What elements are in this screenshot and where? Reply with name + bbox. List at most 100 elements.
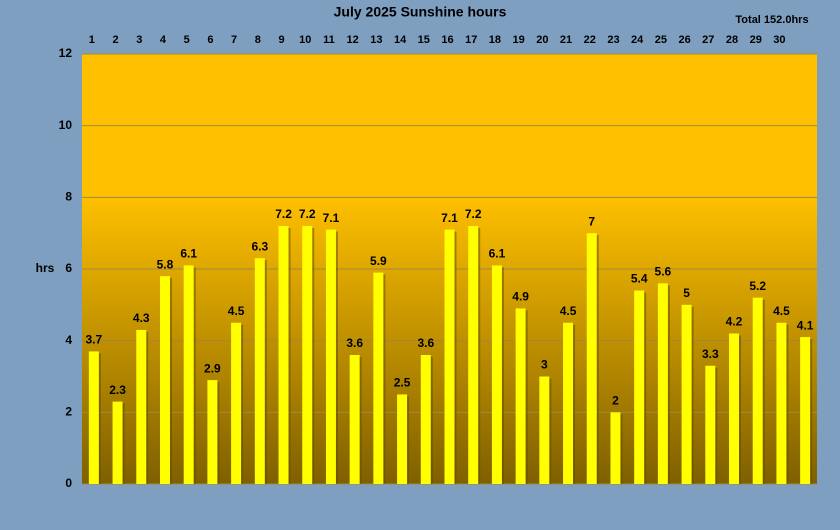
chart-title: July 2025 Sunshine hours [334, 4, 507, 20]
bar [349, 355, 360, 484]
x-tick-label: 8 [255, 34, 261, 46]
bar [397, 394, 408, 484]
value-label: 5.8 [157, 257, 174, 271]
x-tick-label: 18 [489, 34, 501, 46]
value-label: 2 [612, 394, 619, 408]
value-label: 3.6 [417, 336, 434, 350]
value-label: 7.2 [275, 207, 292, 221]
x-tick-label: 17 [465, 34, 477, 46]
x-tick-label: 11 [323, 34, 335, 46]
x-tick-label: 30 [773, 34, 785, 46]
value-label: 5 [683, 286, 690, 300]
bar [729, 333, 740, 484]
y-tick-label: 4 [65, 333, 72, 347]
bar [539, 376, 550, 484]
x-tick-label: 10 [299, 34, 311, 46]
bar [776, 322, 787, 484]
x-tick-label: 16 [441, 34, 453, 46]
value-label: 3.3 [702, 347, 719, 361]
value-label: 5.2 [749, 279, 766, 293]
x-tick-label: 13 [370, 34, 382, 46]
bar [373, 272, 384, 484]
x-tick-label: 9 [278, 34, 284, 46]
value-label: 3 [541, 358, 548, 372]
value-label: 4.2 [726, 315, 743, 329]
value-label: 7.1 [323, 211, 340, 225]
x-tick-label: 22 [584, 34, 596, 46]
value-label: 5.4 [631, 272, 648, 286]
x-tick-label: 4 [160, 34, 167, 46]
bar [112, 401, 123, 484]
x-tick-label: 12 [347, 34, 359, 46]
bar [88, 351, 99, 484]
bar [420, 355, 431, 484]
bar [610, 412, 621, 484]
bar [159, 276, 170, 484]
x-tick-label: 20 [536, 34, 548, 46]
x-tick-label: 29 [750, 34, 762, 46]
bar [563, 322, 574, 484]
x-tick-label: 27 [702, 34, 714, 46]
x-tick-label: 15 [418, 34, 430, 46]
bar [586, 233, 597, 484]
y-tick-label: 12 [59, 46, 73, 60]
y-tick-label: 10 [59, 118, 73, 132]
value-label: 2.9 [204, 361, 221, 375]
bar [657, 283, 668, 484]
y-tick-label: 8 [65, 190, 72, 204]
x-tick-label: 5 [184, 34, 190, 46]
value-label: 2.5 [394, 376, 411, 390]
bar [136, 329, 147, 484]
value-label: 4.5 [773, 304, 790, 318]
bar [705, 365, 716, 484]
value-label: 5.9 [370, 254, 387, 268]
x-tick-label: 25 [655, 34, 667, 46]
y-tick-label: 6 [65, 261, 72, 275]
value-label: 7 [588, 214, 595, 228]
value-label: 7.2 [465, 207, 482, 221]
total-annotation: Total 152.0hrs [735, 14, 808, 26]
value-label: 6.3 [251, 239, 268, 253]
bar [444, 229, 455, 484]
value-label: 6.1 [489, 247, 506, 261]
x-tick-label: 3 [136, 34, 142, 46]
bar [207, 380, 218, 484]
x-tick-label: 6 [207, 34, 213, 46]
value-label: 4.5 [228, 304, 245, 318]
x-tick-label: 1 [89, 34, 95, 46]
value-label: 4.1 [797, 318, 814, 332]
bar [183, 265, 194, 484]
bar [325, 229, 336, 484]
y-tick-label: 0 [65, 476, 72, 490]
x-tick-label: 21 [560, 34, 572, 46]
x-tick-label: 28 [726, 34, 738, 46]
x-tick-label: 2 [113, 34, 119, 46]
x-tick-label: 14 [394, 34, 407, 46]
x-tick-label: 23 [607, 34, 619, 46]
bar [491, 265, 502, 484]
value-label: 3.7 [86, 333, 103, 347]
x-tick-label: 24 [631, 34, 644, 46]
bar [468, 226, 479, 484]
bar [634, 290, 645, 484]
value-label: 7.2 [299, 207, 316, 221]
bar [254, 258, 265, 484]
y-tick-label: 2 [65, 405, 72, 419]
value-label: 2.3 [109, 383, 126, 397]
value-label: 7.1 [441, 211, 458, 225]
bar [515, 308, 526, 484]
value-label: 4.3 [133, 311, 150, 325]
bar [800, 337, 811, 484]
x-tick-label: 19 [513, 34, 525, 46]
bar [681, 304, 692, 484]
bar [231, 322, 242, 484]
bar [302, 226, 313, 484]
x-tick-label: 26 [678, 34, 690, 46]
value-label: 3.6 [346, 336, 363, 350]
bar [278, 226, 289, 484]
bar [752, 297, 763, 484]
value-label: 4.9 [512, 290, 529, 304]
x-tick-label: 7 [231, 34, 237, 46]
y-axis-label: hrs [36, 261, 55, 275]
